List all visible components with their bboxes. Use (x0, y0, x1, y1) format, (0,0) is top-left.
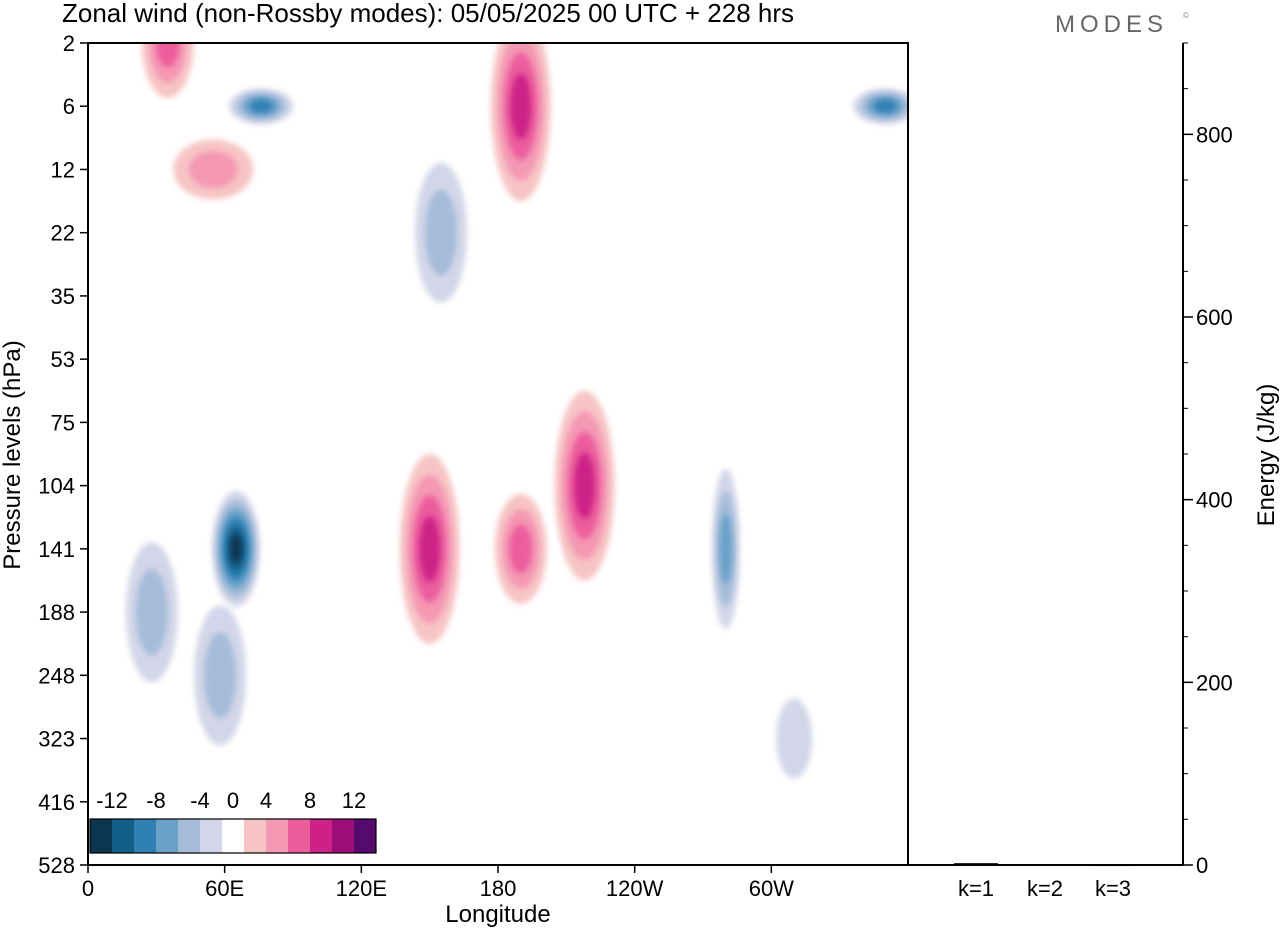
y-tick-label: 323 (38, 727, 75, 752)
colorbar-cell (156, 819, 178, 853)
contour-feature (212, 490, 261, 607)
y-tick-label: 528 (38, 853, 75, 878)
contour-feature (853, 88, 908, 125)
x-tick-label: 60E (205, 876, 244, 901)
contour-level (510, 73, 532, 140)
contour-level (419, 515, 441, 582)
contour-level (425, 189, 458, 276)
x-axis: 0 60E 120E 180 120W 60W (82, 865, 794, 901)
energy-bar (1091, 864, 1135, 867)
x-axis-label: Longitude (445, 901, 550, 928)
contour-feature (711, 468, 740, 629)
x-tick-label: 60W (749, 876, 794, 901)
brand-text: MODES (1055, 11, 1168, 38)
colorbar-cell (332, 819, 354, 853)
contour-level (135, 568, 168, 656)
x-tick-label: 0 (82, 876, 94, 901)
colorbar-cell (310, 819, 332, 853)
energy-bars (954, 863, 1135, 867)
contour-feature (125, 542, 178, 683)
contour-level (230, 534, 242, 563)
colorbar-label: -4 (190, 788, 210, 813)
colorbar-label: -8 (146, 788, 166, 813)
y-axis: 2 6 12 22 35 53 75 104 141 188 248 323 416 528 (38, 31, 88, 878)
heatmap-field (125, 43, 908, 779)
chart-title: Zonal wind (non-Rossby modes): 05/05/202… (62, 0, 794, 28)
contour-feature (776, 698, 813, 779)
energy-bar (1023, 864, 1067, 866)
energy-tick-label: 0 (1196, 853, 1208, 878)
energy-axis-label: Energy (J/kg) (1253, 384, 1280, 527)
y-tick-label: 53 (51, 347, 75, 372)
colorbar-cell (266, 819, 288, 853)
contour-level (719, 513, 732, 585)
colorbar-cell (178, 819, 200, 853)
y-tick-label: 22 (51, 221, 75, 246)
colorbar-label: 8 (304, 788, 316, 813)
y-tick-label: 104 (38, 474, 75, 499)
energy-tick-label: 400 (1196, 488, 1233, 513)
contour-level (776, 698, 813, 779)
y-tick-label: 248 (38, 663, 75, 688)
energy-categories: k=1 k=2 k=3 (958, 876, 1131, 901)
contour-feature (194, 605, 247, 746)
y-tick-label: 6 (63, 94, 75, 119)
brand-mark: © (1183, 11, 1189, 20)
colorbar-cell (90, 819, 112, 853)
contour-feature (141, 43, 194, 98)
energy-tick-label: 200 (1196, 670, 1233, 695)
colorbar-label: 12 (342, 788, 366, 813)
energy-panel: 0 200 400 600 800 k=1 k=2 k=3 Energy (J/kg) (907, 42, 1280, 901)
energy-axis: 0 200 400 600 800 (1183, 42, 1233, 878)
y-tick-label: 416 (38, 790, 75, 815)
colorbar-cell (222, 819, 244, 853)
colorbar-label: 4 (260, 788, 272, 813)
contour-level (156, 43, 180, 68)
energy-tick-label: 800 (1196, 122, 1233, 147)
y-axis-label: Pressure levels (hPa) (0, 340, 26, 569)
contour-feature (399, 453, 460, 644)
colorbar-label: -12 (96, 788, 128, 813)
y-tick-label: 75 (51, 410, 75, 435)
contour-level (188, 150, 238, 188)
y-tick-label: 141 (38, 537, 75, 562)
contour-feature (415, 162, 468, 303)
contour-level (874, 99, 897, 113)
colorbar-cell (112, 819, 134, 853)
contour-level (204, 632, 237, 719)
x-tick-label: 120E (336, 876, 387, 901)
colorbar-cell (244, 819, 266, 853)
colorbar-cell (134, 819, 156, 853)
colorbar-cell (200, 819, 222, 853)
contour-level (509, 524, 533, 574)
energy-category-label: k=1 (958, 876, 994, 901)
contour-level (250, 99, 273, 113)
y-tick-label: 2 (63, 31, 75, 56)
energy-bar (954, 863, 998, 865)
contour-level (574, 452, 595, 519)
contour-feature (173, 139, 254, 200)
modes-logo: MODES © (1055, 11, 1189, 38)
y-tick-label: 12 (51, 157, 75, 182)
energy-category-label: k=2 (1027, 876, 1063, 901)
energy-category-label: k=3 (1095, 876, 1131, 901)
wind-anomaly-contours (125, 43, 908, 779)
contour-feature (494, 493, 547, 604)
contour-feature (229, 88, 294, 125)
y-tick-label: 35 (51, 284, 75, 309)
colorbar: -12 -8 -4 0 4 8 12 (89, 778, 384, 858)
y-tick-label: 188 (38, 600, 75, 625)
colorbar-cell (354, 819, 376, 853)
energy-tick-label: 600 (1196, 305, 1233, 330)
contour-feature (554, 390, 615, 581)
colorbar-cell (288, 819, 310, 853)
colorbar-label: 0 (227, 788, 239, 813)
contour-feature (490, 43, 551, 202)
colorbar-frame (89, 818, 377, 854)
x-tick-label: 180 (480, 876, 517, 901)
x-tick-label: 120W (606, 876, 664, 901)
